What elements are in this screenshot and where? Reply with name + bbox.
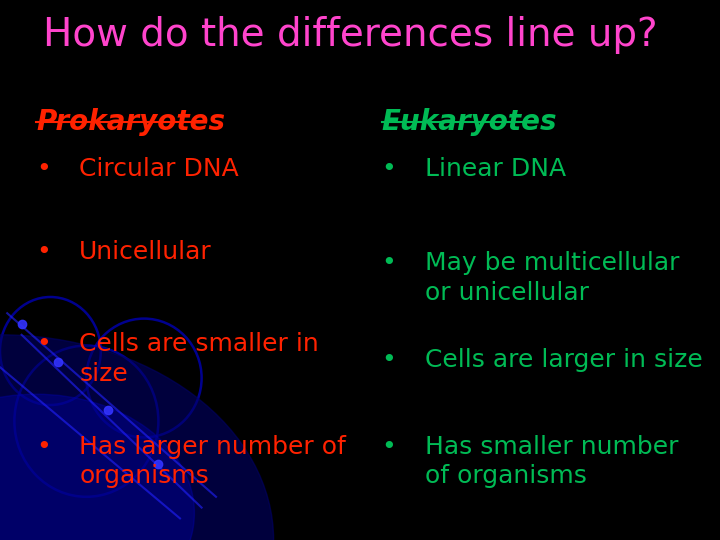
Text: •: • bbox=[36, 157, 50, 180]
Text: •: • bbox=[382, 348, 396, 372]
Text: •: • bbox=[36, 435, 50, 458]
Text: Eukaryotes: Eukaryotes bbox=[382, 108, 557, 136]
Text: How do the differences line up?: How do the differences line up? bbox=[43, 16, 658, 54]
Text: Has larger number of
organisms: Has larger number of organisms bbox=[79, 435, 346, 488]
Text: Circular DNA: Circular DNA bbox=[79, 157, 239, 180]
Text: Cells are larger in size: Cells are larger in size bbox=[425, 348, 703, 372]
Text: May be multicellular
or unicellular: May be multicellular or unicellular bbox=[425, 251, 679, 305]
Text: Linear DNA: Linear DNA bbox=[425, 157, 566, 180]
Text: •: • bbox=[382, 157, 396, 180]
Text: •: • bbox=[36, 332, 50, 356]
Text: Cells are smaller in
size: Cells are smaller in size bbox=[79, 332, 319, 386]
Text: •: • bbox=[382, 435, 396, 458]
Text: •: • bbox=[382, 251, 396, 275]
Circle shape bbox=[0, 394, 194, 540]
Text: Unicellular: Unicellular bbox=[79, 240, 212, 264]
Text: Has smaller number
of organisms: Has smaller number of organisms bbox=[425, 435, 678, 488]
Text: Prokaryotes: Prokaryotes bbox=[36, 108, 225, 136]
Circle shape bbox=[0, 335, 274, 540]
Text: •: • bbox=[36, 240, 50, 264]
